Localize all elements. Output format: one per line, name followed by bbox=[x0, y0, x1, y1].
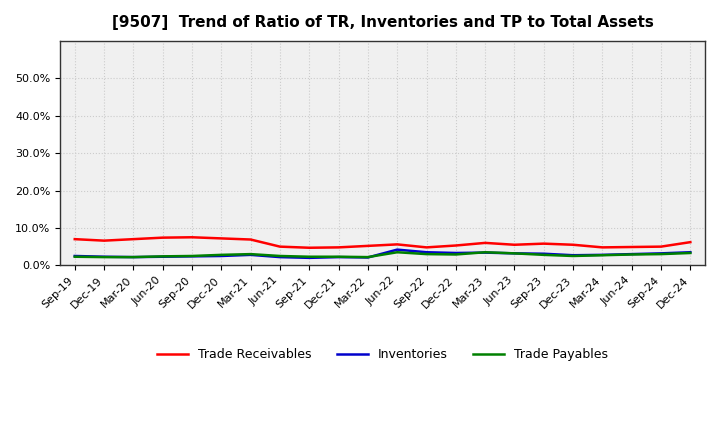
Trade Receivables bbox=[71, 237, 79, 242]
Trade Receivables bbox=[598, 245, 607, 250]
Trade Payables bbox=[422, 252, 431, 257]
Trade Receivables bbox=[481, 240, 490, 246]
Trade Payables bbox=[481, 249, 490, 255]
Trade Payables bbox=[451, 252, 460, 257]
Trade Receivables bbox=[422, 245, 431, 250]
Inventories bbox=[246, 252, 255, 257]
Trade Payables bbox=[598, 253, 607, 258]
Inventories bbox=[451, 250, 460, 256]
Trade Payables bbox=[129, 254, 138, 260]
Trade Payables bbox=[686, 250, 695, 256]
Trade Receivables bbox=[217, 236, 225, 241]
Trade Receivables bbox=[569, 242, 577, 247]
Inventories bbox=[657, 251, 665, 256]
Trade Receivables bbox=[334, 245, 343, 250]
Inventories bbox=[393, 247, 402, 252]
Trade Payables bbox=[217, 252, 225, 257]
Line: Inventories: Inventories bbox=[75, 249, 690, 258]
Trade Receivables bbox=[451, 243, 460, 248]
Inventories bbox=[217, 253, 225, 259]
Trade Payables bbox=[393, 249, 402, 255]
Inventories bbox=[364, 255, 372, 260]
Trade Payables bbox=[364, 254, 372, 260]
Line: Trade Payables: Trade Payables bbox=[75, 252, 690, 257]
Trade Receivables bbox=[657, 244, 665, 249]
Trade Payables bbox=[539, 252, 548, 257]
Trade Receivables bbox=[393, 242, 402, 247]
Trade Payables bbox=[334, 254, 343, 259]
Trade Payables bbox=[276, 253, 284, 259]
Trade Payables bbox=[657, 252, 665, 257]
Inventories bbox=[686, 249, 695, 255]
Trade Payables bbox=[158, 254, 167, 259]
Inventories bbox=[539, 251, 548, 257]
Inventories bbox=[334, 254, 343, 260]
Inventories bbox=[598, 252, 607, 257]
Inventories bbox=[129, 254, 138, 260]
Trade Receivables bbox=[510, 242, 519, 247]
Legend: Trade Receivables, Inventories, Trade Payables: Trade Receivables, Inventories, Trade Pa… bbox=[152, 343, 613, 367]
Trade Receivables bbox=[100, 238, 109, 243]
Trade Payables bbox=[71, 254, 79, 259]
Trade Receivables bbox=[539, 241, 548, 246]
Trade Payables bbox=[569, 253, 577, 259]
Inventories bbox=[276, 254, 284, 260]
Trade Receivables bbox=[246, 237, 255, 242]
Trade Receivables bbox=[686, 239, 695, 245]
Inventories bbox=[71, 253, 79, 259]
Trade Receivables bbox=[188, 235, 197, 240]
Inventories bbox=[422, 249, 431, 255]
Trade Receivables bbox=[158, 235, 167, 240]
Trade Receivables bbox=[627, 244, 636, 249]
Trade Payables bbox=[510, 251, 519, 256]
Inventories bbox=[510, 251, 519, 256]
Line: Trade Receivables: Trade Receivables bbox=[75, 237, 690, 248]
Inventories bbox=[188, 254, 197, 259]
Inventories bbox=[158, 254, 167, 259]
Trade Payables bbox=[188, 253, 197, 259]
Title: [9507]  Trend of Ratio of TR, Inventories and TP to Total Assets: [9507] Trend of Ratio of TR, Inventories… bbox=[112, 15, 654, 30]
Inventories bbox=[305, 255, 314, 260]
Trade Payables bbox=[627, 252, 636, 257]
Trade Receivables bbox=[364, 243, 372, 249]
Inventories bbox=[627, 252, 636, 257]
Inventories bbox=[481, 250, 490, 255]
Inventories bbox=[100, 254, 109, 259]
Trade Payables bbox=[305, 254, 314, 259]
Trade Receivables bbox=[129, 237, 138, 242]
Trade Payables bbox=[246, 252, 255, 257]
Trade Receivables bbox=[305, 245, 314, 250]
Trade Receivables bbox=[276, 244, 284, 249]
Trade Payables bbox=[100, 254, 109, 260]
Inventories bbox=[569, 253, 577, 258]
